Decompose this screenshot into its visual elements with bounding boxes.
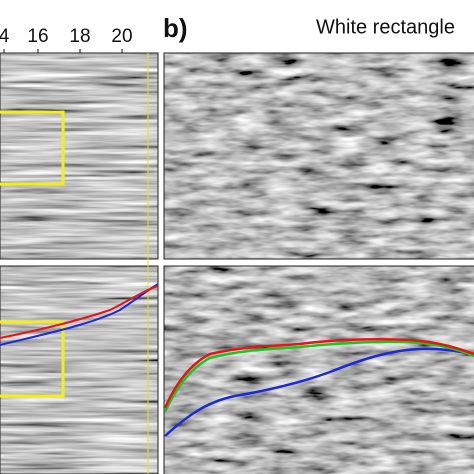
tick-label: 18 bbox=[69, 26, 90, 47]
tick-label: 4 bbox=[0, 26, 10, 47]
horizon-red bbox=[0, 285, 159, 339]
panel-frame bbox=[163, 52, 474, 260]
horizon-red bbox=[163, 337, 474, 409]
horizon-blue bbox=[164, 347, 474, 437]
seismic-image bbox=[164, 266, 474, 474]
highlight-box bbox=[0, 320, 65, 398]
x-axis: 4 16 18 20 bbox=[0, 26, 133, 53]
highlight-box bbox=[0, 110, 65, 186]
tick-label: 16 bbox=[27, 26, 48, 47]
panel-title: White rectangle bbox=[316, 16, 455, 38]
panel-frame bbox=[0, 265, 159, 474]
panel-label: b) bbox=[163, 13, 188, 43]
panel-frame bbox=[0, 52, 159, 260]
tick-marks bbox=[3, 49, 123, 53]
horizon-green bbox=[163, 340, 474, 413]
panel-frame bbox=[163, 265, 474, 474]
seismic-image bbox=[0, 266, 158, 474]
seismic-image bbox=[164, 53, 474, 259]
tick-label: 20 bbox=[111, 26, 132, 47]
seismic-image bbox=[0, 53, 158, 259]
